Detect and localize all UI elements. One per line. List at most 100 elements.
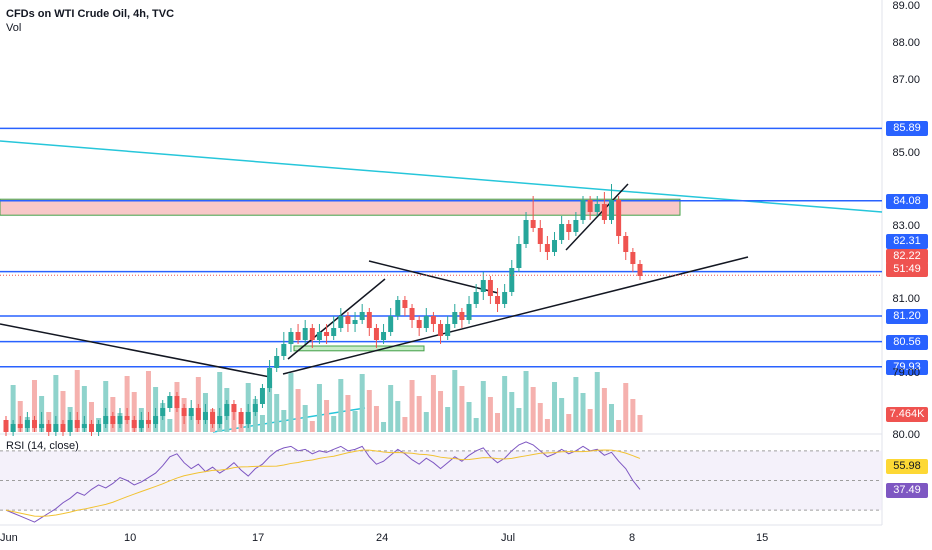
candle-body [345,316,351,324]
candle-body [24,420,30,428]
volume-bar [88,402,94,432]
volume-bar [338,379,344,432]
volume-bar [53,375,59,432]
candle-body [131,420,137,428]
volume-bar [302,405,308,432]
volume-bar [402,417,408,432]
candle-body [395,300,401,316]
candle-body [238,412,244,424]
volume-bar [416,396,422,432]
candle-body [153,416,159,424]
time-tick-label: Jul [501,532,516,544]
rsi-legend[interactable]: RSI (14, close) [6,440,79,452]
candle-body [167,396,173,408]
rising-wedge-line [287,278,386,360]
resistance-zone [0,198,681,216]
candle-body [224,404,230,416]
volume-legend[interactable]: Vol [6,22,22,34]
candle-body [202,412,208,420]
candle-body [10,424,16,432]
volume-bar [559,398,565,432]
volume-bar [495,413,501,432]
candle-body [103,416,109,424]
candle-body [145,420,151,424]
candle-body [288,332,294,344]
time-tick-label: 8 [629,532,636,544]
uptrend-support-line [282,256,749,375]
volume-bar [616,420,622,432]
time-tick-label: 24 [376,532,389,544]
candle-body [509,268,515,292]
candle-body [616,200,622,236]
level-price-badge: 81.20 [886,309,928,324]
level-price-badge: 85.89 [886,121,928,137]
candle-body [17,424,23,428]
candle-body [566,224,572,232]
price-tick-label: 80.00 [892,429,920,441]
volume-bar [373,406,379,432]
volume-bar [466,402,472,432]
level-price-badge: 80.56 [886,334,928,350]
rsi-ma-line [5,449,641,517]
candle-body [623,236,629,252]
volume-bar [316,384,322,432]
volume-bar [552,382,558,432]
level-price-badge: 84.08 [886,193,928,209]
volume-bar [295,389,301,432]
candle-body [281,344,287,356]
volume-bar [473,418,479,432]
candle-body [60,424,66,432]
candle-body [295,332,301,340]
candle-body [516,244,522,268]
level-price-badge: 82.31 [886,234,928,249]
chart-title[interactable]: CFDs on WTI Crude Oil, 4h, TVC [6,8,175,20]
price-tick-label: 88.00 [892,37,920,49]
volume-bar [281,410,287,432]
candle-body [352,320,358,324]
candle-body [117,416,123,424]
volume-bar [573,377,579,432]
volume-bar [487,397,493,432]
volume-bar [630,399,636,432]
candle-body [174,396,180,408]
candle-body [3,420,9,432]
candle-body [359,312,365,320]
volume-bar [459,386,465,432]
volume-bar [366,390,372,432]
candle-body [423,316,429,328]
volume-bar [395,401,401,432]
candle-body [637,264,643,276]
rsi-ma-badge: 37.49 [886,483,928,498]
candle-body [416,320,422,328]
volume-bar [103,381,109,432]
candle-body [502,292,508,304]
candle-body [195,408,201,420]
volume-bar [352,411,358,432]
candle-body [274,356,280,368]
rally-line [565,183,629,251]
candle-body [210,412,216,424]
volume-bar [188,414,194,432]
candle-body [181,408,187,416]
flag-top-line [368,260,499,294]
volume-bar [452,370,458,432]
candle-body [601,204,607,220]
volume-bar [509,392,515,432]
time-tick-label: 15 [756,532,769,544]
candle-body [473,292,479,304]
volume-bar [438,391,444,432]
volume-bar [530,387,536,432]
candle-body [53,424,59,432]
candle-body [324,332,330,336]
volume-bar [623,383,629,432]
candle-body [580,200,586,220]
support-zone [293,345,425,352]
candle-body [96,424,102,432]
volume-bar [445,407,451,432]
candle-body [81,424,87,428]
volume-bar [217,372,223,432]
volume-bar [74,370,80,432]
candle-body [338,316,344,328]
volume-bar [516,408,522,432]
candle-body [245,412,251,424]
